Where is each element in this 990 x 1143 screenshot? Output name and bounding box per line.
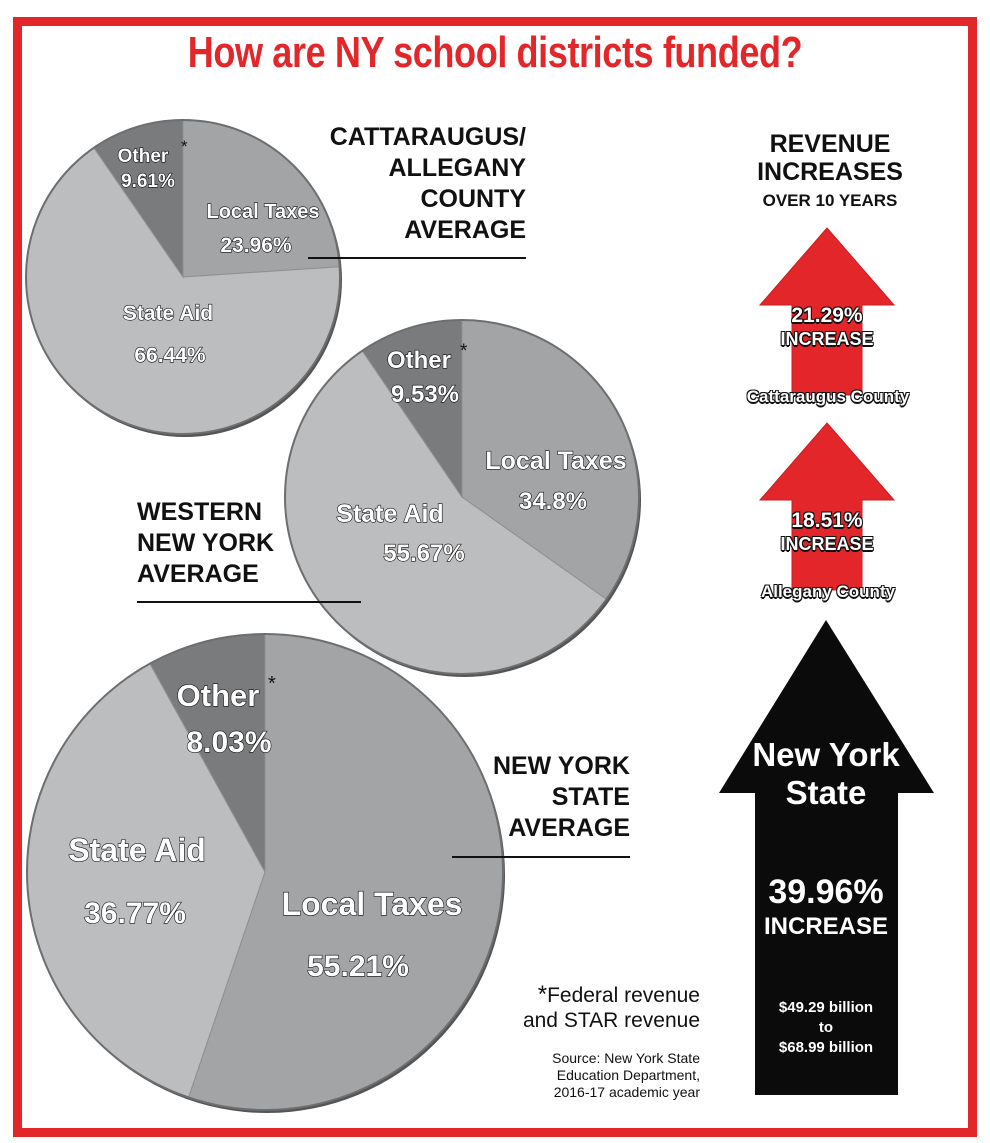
slice-value-other: 9.53% xyxy=(391,381,459,408)
footnote: *Federal revenue and STAR revenue xyxy=(480,982,700,1033)
pie-rim xyxy=(26,633,504,1111)
heading-line: COUNTY xyxy=(420,185,526,213)
allegany-value: 18.51% xyxy=(791,509,863,532)
revenue-title-line: REVENUE xyxy=(769,130,891,158)
ny-state-range: $49.29 billion to $68.99 billion xyxy=(740,998,912,1058)
asterisk-mark: * xyxy=(268,673,276,695)
slice-label-state-aid: State Aid xyxy=(68,832,206,868)
arrow-cattaraugus xyxy=(758,227,896,396)
asterisk-mark: * xyxy=(181,137,188,156)
pie-cattaraugus-allegany: Local Taxes 23.96% State Aid 66.44% Other 9.6… xyxy=(25,119,342,437)
slice-label-other: Other xyxy=(177,678,260,713)
slice-label-local-taxes: Local Taxes xyxy=(485,447,626,475)
arrow-allegany xyxy=(758,422,896,591)
heading-line: CATTARAUGUS/ xyxy=(329,123,526,151)
pie-western-new-york: Local Taxes 34.8% State Aid 55.67% Other 9.53… xyxy=(284,319,641,677)
cattaraugus-label: Cattaraugus County xyxy=(746,387,910,406)
ny-range-from: $49.29 billion xyxy=(778,999,874,1016)
ny-state-increase: INCREASE xyxy=(763,913,889,940)
source-line: Source: New York State xyxy=(552,1050,700,1066)
allegany-increase: INCREASE xyxy=(780,534,874,554)
ny-state-label: New York State xyxy=(752,736,900,811)
slice-value-state-aid: 55.67% xyxy=(383,540,464,567)
footnote-asterisk: * xyxy=(537,981,548,1008)
arrow-new-york-state xyxy=(719,620,934,1095)
slice-value-local-taxes: 34.8% xyxy=(519,488,587,515)
heading-rule xyxy=(308,257,526,259)
heading-line: AVERAGE xyxy=(508,814,630,842)
heading-line: NEW YORK xyxy=(137,529,275,557)
footnote-line-1: *Federal revenue xyxy=(480,982,700,1008)
footnote-line-2: and STAR revenue xyxy=(522,1009,700,1032)
slice-value-local-taxes: 23.96% xyxy=(220,234,292,257)
revenue-subtitle: OVER 10 YEARS xyxy=(762,191,898,210)
asterisk-mark: * xyxy=(460,341,468,362)
slice-value-state-aid: 36.77% xyxy=(84,897,186,930)
heading-western-new-york: WESTERN NEW YORK AVERAGE xyxy=(137,497,367,590)
cattaraugus-value: 21.29% xyxy=(791,304,863,327)
source-line: Education Department, xyxy=(556,1067,700,1083)
slice-value-state-aid: 66.44% xyxy=(134,344,206,367)
heading-line: ALLEGANY xyxy=(388,154,527,182)
heading-line: STATE xyxy=(551,783,630,811)
source-line: 2016-17 academic year xyxy=(553,1084,700,1100)
slice-label-other: Other xyxy=(118,146,169,167)
heading-rule xyxy=(137,601,361,603)
heading-line: NEW YORK xyxy=(492,752,630,780)
slice-label-local-taxes: Local Taxes xyxy=(282,886,463,922)
slice-label-local-taxes: Local Taxes xyxy=(206,201,319,223)
heading-line: AVERAGE xyxy=(404,216,526,244)
cattaraugus-increase: INCREASE xyxy=(780,329,874,349)
red-border xyxy=(13,17,977,1137)
heading-line: AVERAGE xyxy=(137,560,259,588)
slice-value-other: 9.61% xyxy=(121,171,175,192)
source: Source: New York State Education Departm… xyxy=(480,1050,700,1101)
revenue-title-line: INCREASES xyxy=(757,158,903,186)
slice-value-other: 8.03% xyxy=(186,726,271,759)
pie-rim xyxy=(25,119,341,435)
footnote-text: Federal revenue xyxy=(547,984,700,1007)
slice-label-state-aid: State Aid xyxy=(336,500,443,528)
ny-state-value: 39.96% xyxy=(768,873,884,911)
pie-rim xyxy=(284,319,640,675)
revenue-title: REVENUE INCREASES xyxy=(720,130,940,186)
ny-range-to: $68.99 billion xyxy=(778,1039,874,1056)
slice-value-local-taxes: 55.21% xyxy=(307,950,409,983)
heading-rule xyxy=(452,856,630,858)
heading-new-york-state: NEW YORK STATE AVERAGE xyxy=(420,751,630,844)
page-title: How are NY school districts funded? xyxy=(187,28,803,77)
slice-label-state-aid: State Aid xyxy=(123,302,213,325)
pie-new-york-state: Local Taxes 55.21% State Aid 36.77% Other 8.0… xyxy=(26,633,505,1113)
ny-range-to-word: to xyxy=(818,1019,834,1036)
slice-label-other: Other xyxy=(387,347,451,374)
heading-line: WESTERN xyxy=(137,498,262,526)
allegany-label: Allegany County xyxy=(760,582,896,601)
heading-cattaraugus-allegany: CATTARAUGUS/ ALLEGANY COUNTY AVERAGE xyxy=(300,122,526,246)
